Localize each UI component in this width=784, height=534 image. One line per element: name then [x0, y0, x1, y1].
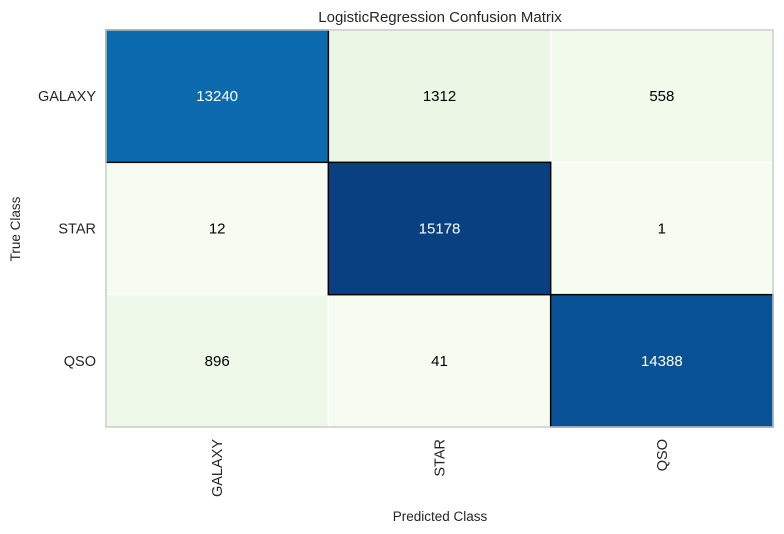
cell-value-label: 41	[431, 353, 448, 370]
heatmap-cell-star-qso	[550, 161, 774, 296]
y-tick-label: QSO	[64, 354, 96, 370]
y-tick-label: GALAXY	[38, 89, 96, 105]
x-tick-label: STAR	[433, 439, 449, 477]
cell-value-label: 13240	[196, 88, 238, 105]
cell-value-label: 14388	[641, 353, 683, 370]
cell-value-label: 1312	[423, 88, 456, 105]
cell-value-label: 896	[205, 353, 230, 370]
cell-value-label: 558	[649, 88, 674, 105]
cell-value-label: 12	[209, 221, 226, 238]
heatmap-cell-qso-galaxy	[105, 294, 329, 428]
cell-value-label: 15178	[419, 221, 461, 238]
heatmap-cell-star-galaxy	[105, 161, 329, 296]
x-tick-label: GALAXY	[210, 439, 226, 497]
y-axis-label: True Class	[8, 196, 23, 261]
y-tick-labels: GALAXY STAR QSO	[38, 89, 96, 370]
heatmap-cell-qso-star	[327, 294, 552, 428]
cell-value-label: 1	[658, 221, 666, 238]
diagonal-cell-outline	[327, 161, 552, 296]
x-tick-label: QSO	[655, 439, 671, 471]
plot-frame	[105, 29, 774, 428]
y-tick-label: STAR	[58, 222, 96, 238]
heatmap-cell-star-star	[327, 161, 552, 296]
x-axis-label: Predicted Class	[393, 509, 488, 524]
heatmap-cell-galaxy-star	[327, 29, 552, 163]
x-tick-labels: GALAXY STAR QSO	[210, 439, 671, 497]
chart-title: LogisticRegression Confusion Matrix	[318, 9, 562, 26]
heatmap-cell-galaxy-galaxy	[105, 29, 329, 163]
heatmap-cells: 13240 1312 558 12 15178 1 896 41 14388	[105, 29, 774, 428]
